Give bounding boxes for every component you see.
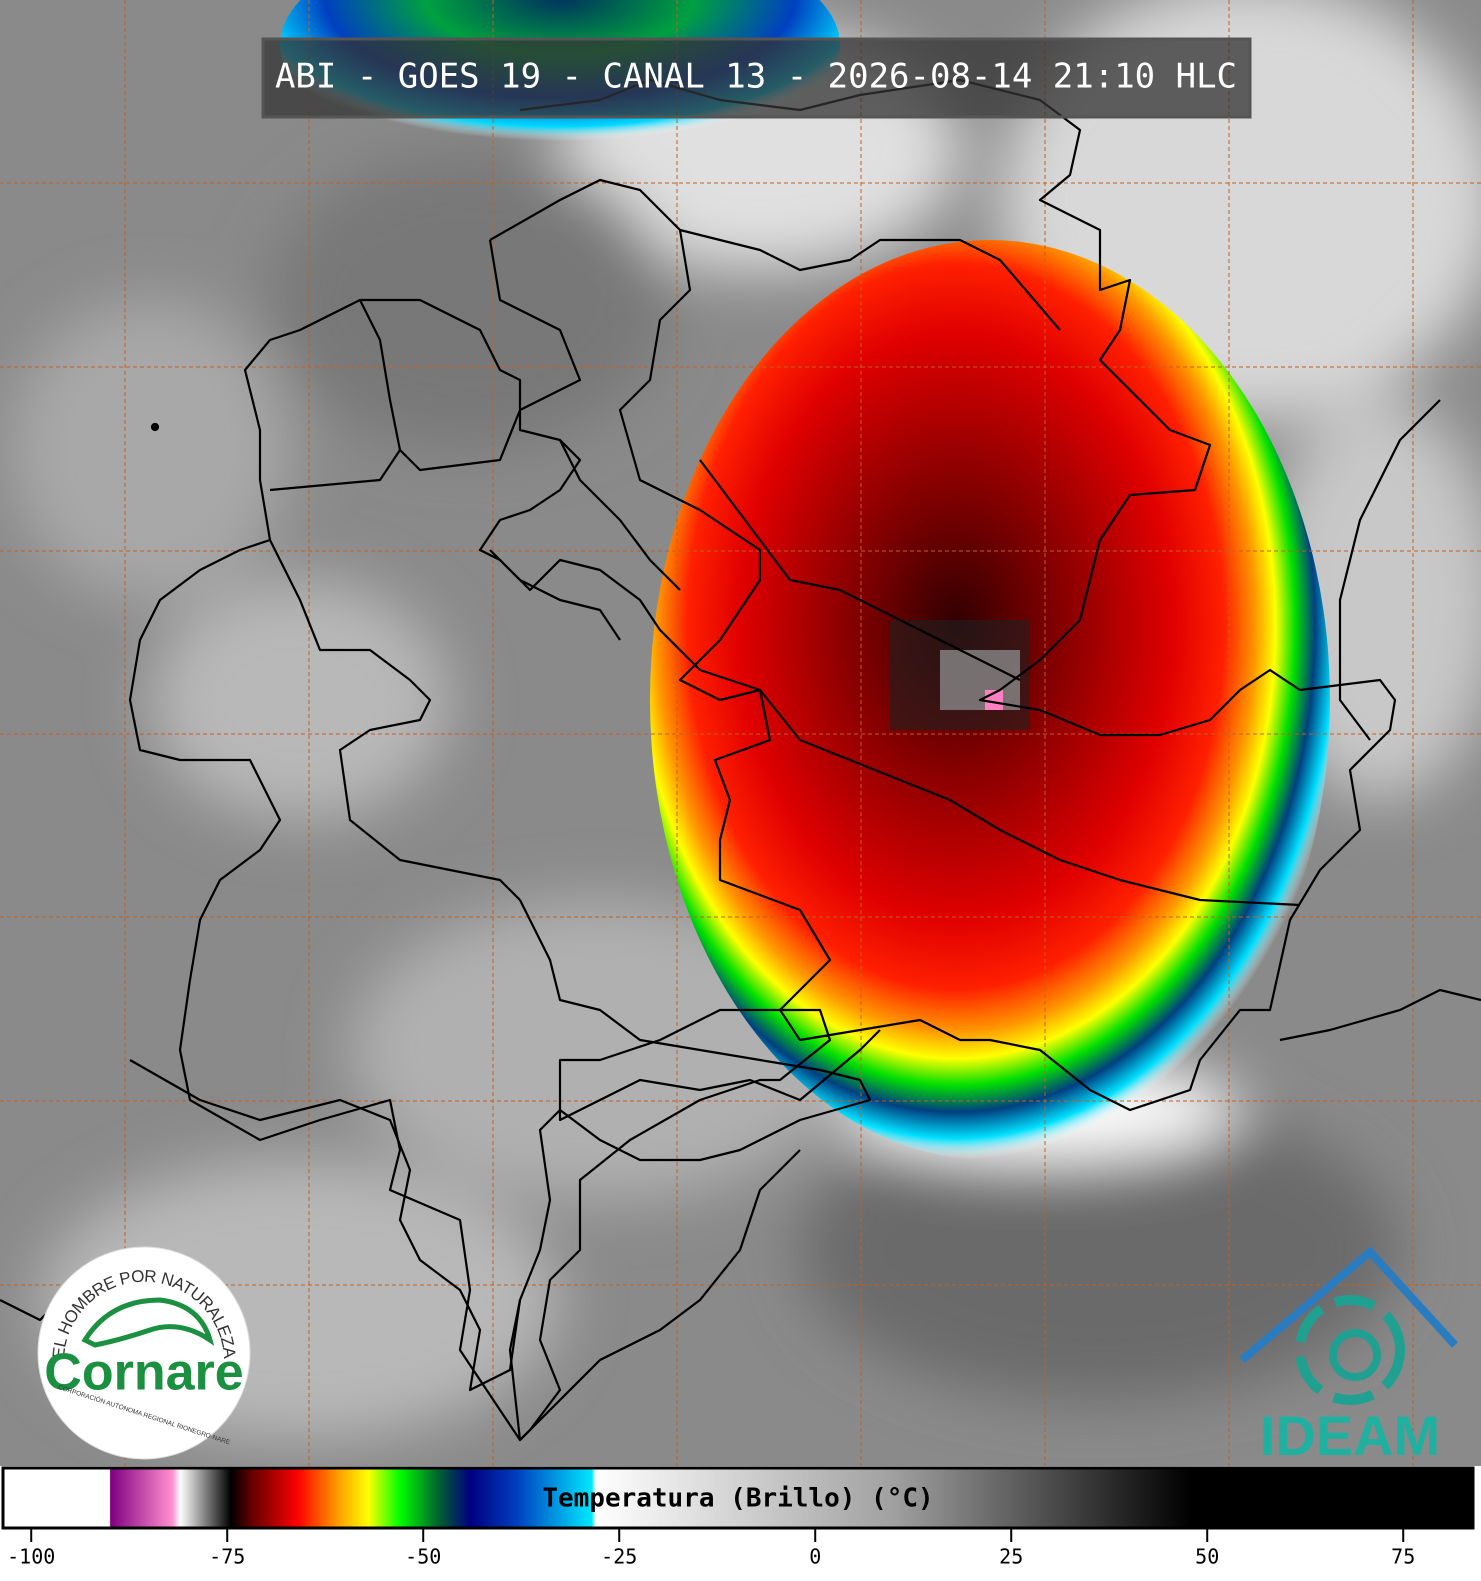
- colorbar: Temperatura (Brillo) (°C) -100 -75 -50 -25 0…: [1, 1466, 1475, 1569]
- cornare-logo: EL HOMBRE POR NATURALEZA Cornare CORPORA…: [37, 1246, 251, 1460]
- boundaries: [0, 78, 1481, 1442]
- logo-name: IDEAM: [1260, 1404, 1440, 1467]
- colorbar-tick-label: -25: [601, 1545, 637, 1569]
- colorbar-tick-label: -75: [209, 1545, 245, 1569]
- logo-name: Cornare: [44, 1344, 243, 1402]
- ideam-logo: IDEAM: [1239, 1246, 1458, 1467]
- colorbar-tick-label: 0: [809, 1545, 821, 1569]
- colorbar-ramp: [1, 1466, 1475, 1530]
- colorbar-tick-label: -100: [7, 1545, 55, 1569]
- colorbar-label: Temperatura (Brillo) (°C): [542, 1484, 933, 1514]
- colorbar-tick-label: 50: [1195, 1545, 1219, 1569]
- colorbar-tick-label: 75: [1391, 1545, 1415, 1569]
- map-title: ABI - GOES 19 - CANAL 13 - 2026-08-14 21…: [275, 57, 1237, 97]
- colorbar-tick-label: 25: [999, 1545, 1023, 1569]
- colorbar-tick-label: -50: [405, 1545, 441, 1569]
- title-box: ABI - GOES 19 - CANAL 13 - 2026-08-14 21…: [261, 37, 1252, 119]
